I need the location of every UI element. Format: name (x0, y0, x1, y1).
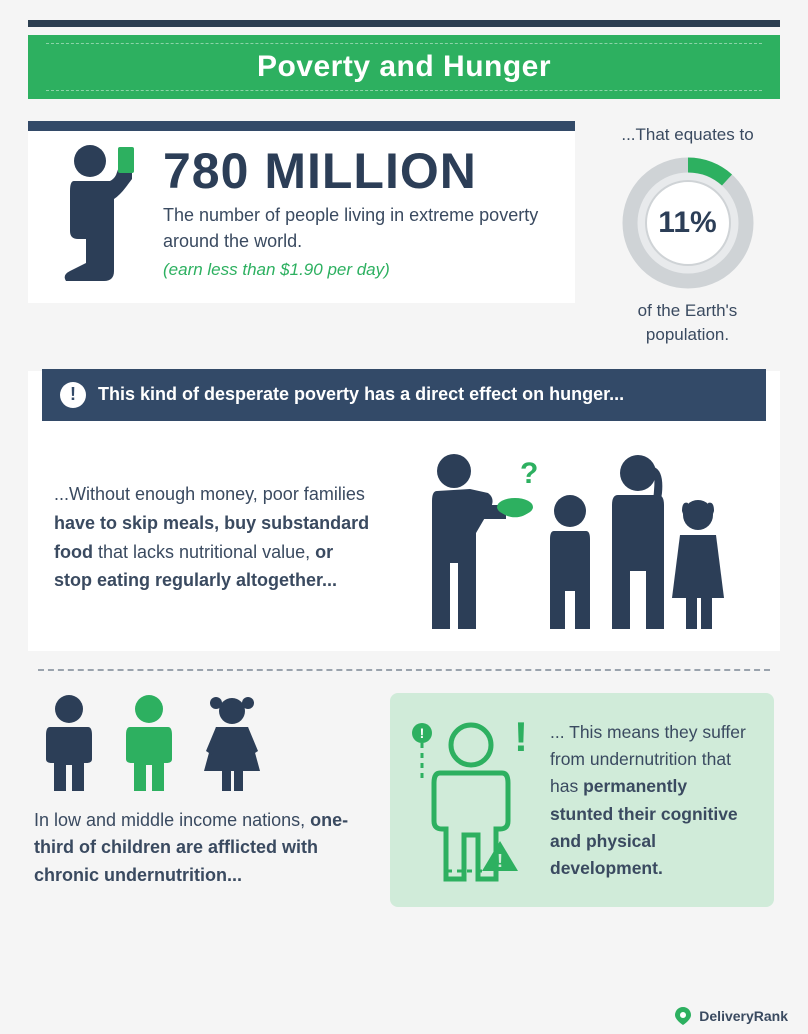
top-rule (28, 20, 780, 27)
stat-earn: (earn less than $1.90 per day) (163, 260, 553, 280)
child-icon (114, 693, 184, 793)
children-stat: In low and middle income nations, one-th… (34, 693, 364, 907)
outline-person-icon: ! ! ! (406, 711, 536, 891)
stat-subtitle: The number of people living in extreme p… (163, 202, 553, 254)
kneeling-person-icon (40, 143, 145, 283)
stunted-box: ! ! ! ... This means they suffer from un… (390, 693, 774, 907)
alert-icon: ! (60, 382, 86, 408)
ring-percent-label: 11% (618, 153, 758, 293)
stat-headline: 780 MILLION (163, 146, 553, 196)
brand-name: DeliveryRank (699, 1008, 788, 1024)
undernutrition-section: In low and middle income nations, one-th… (28, 693, 780, 907)
effects-card: ! This kind of desperate poverty has a d… (28, 371, 780, 651)
svg-text:!: ! (497, 851, 503, 871)
stat-left: 780 MILLION The number of people living … (28, 121, 575, 303)
child-girl-icon (194, 693, 270, 793)
percent-ring: 11% (618, 153, 758, 293)
child-icon (34, 693, 104, 793)
svg-text:?: ? (520, 457, 538, 490)
children-lead: In low and middle income nations, (34, 810, 310, 830)
dashed-divider (38, 669, 770, 671)
ring-trail: of the Earth's population. (595, 299, 780, 347)
title-bar: Poverty and Hunger (28, 35, 780, 99)
svg-text:!: ! (514, 713, 528, 760)
children-icons (34, 693, 364, 793)
brand-pin-icon (673, 1006, 693, 1026)
page-title: Poverty and Hunger (257, 50, 551, 84)
callout-bar: ! This kind of desperate poverty has a d… (42, 369, 766, 421)
svg-text:!: ! (420, 725, 425, 741)
callout-text: This kind of desperate poverty has a dir… (98, 384, 624, 405)
stat-card: 780 MILLION The number of people living … (28, 121, 780, 347)
ring-panel: ...That equates to 11% of the Earth's po… (595, 121, 780, 347)
effect-text: ...Without enough money, poor families h… (54, 480, 374, 595)
effect-mid: that lacks nutritional value, (93, 542, 315, 562)
family-icon: ? (386, 443, 754, 633)
effect-pre: ...Without enough money, poor families (54, 484, 365, 504)
ring-lead: ...That equates to (595, 125, 780, 145)
footer-brand: DeliveryRank (673, 1006, 788, 1026)
